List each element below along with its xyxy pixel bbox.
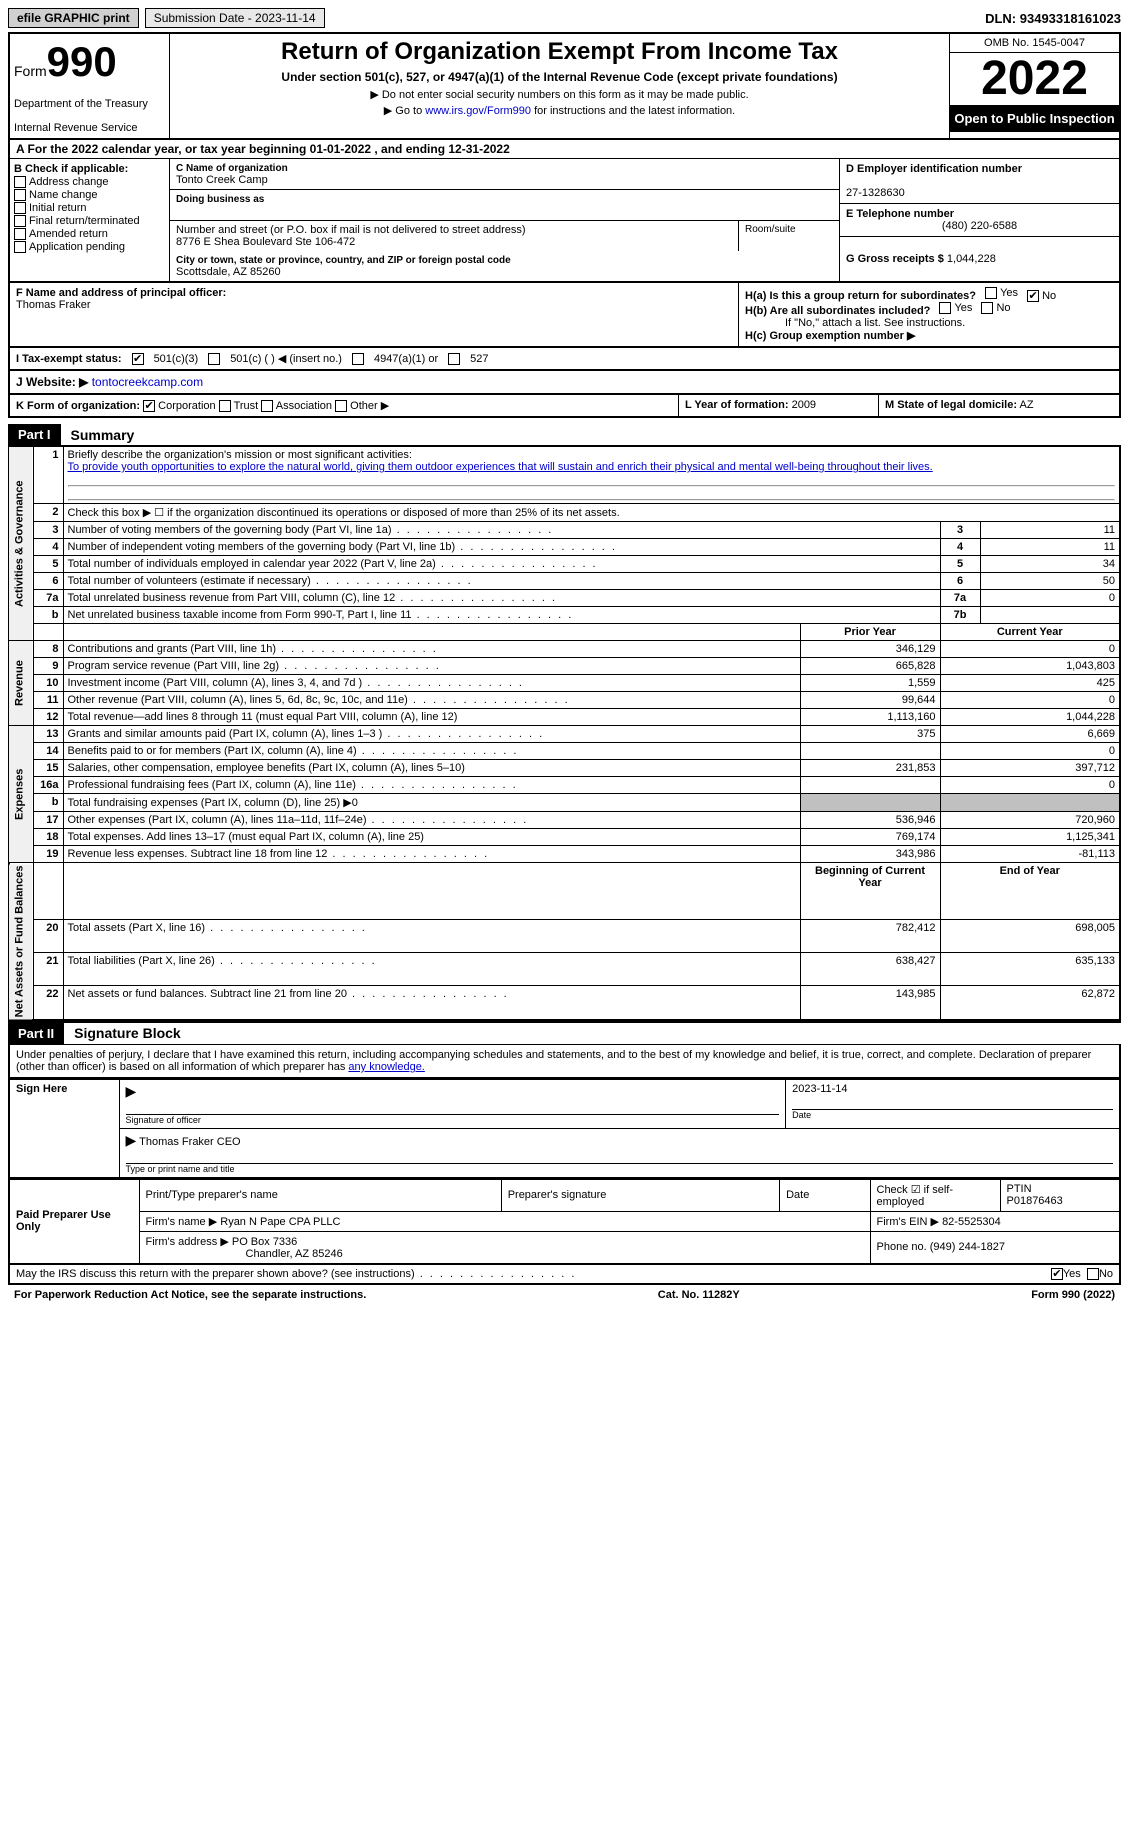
col-b-checkboxes: B Check if applicable: Address change Na… — [10, 159, 170, 281]
form-subtitle: Under section 501(c), 527, or 4947(a)(1)… — [174, 70, 945, 84]
chk-final-return[interactable] — [14, 215, 26, 227]
chk-hb-no[interactable] — [981, 302, 993, 314]
ssn-note: ▶ Do not enter social security numbers o… — [174, 88, 945, 101]
omb-number: OMB No. 1545-0047 — [950, 34, 1119, 53]
sig-date: 2023-11-14 — [792, 1083, 847, 1095]
may-irs-discuss: May the IRS discuss this return with the… — [8, 1265, 1121, 1285]
state-domicile: AZ — [1019, 399, 1033, 411]
topbar: efile GRAPHIC print Submission Date - 20… — [8, 8, 1121, 28]
chk-assoc[interactable] — [261, 400, 273, 412]
firm-name: Ryan N Pape CPA PLLC — [220, 1216, 340, 1228]
firm-addr2: Chandler, AZ 85246 — [146, 1248, 343, 1260]
row-a-calendar-year: A For the 2022 calendar year, or tax yea… — [8, 140, 1121, 159]
chk-527[interactable] — [448, 353, 460, 365]
form-title: Return of Organization Exempt From Incom… — [174, 38, 945, 66]
col-d-ein: D Employer identification number27-13286… — [839, 159, 1119, 281]
org-address: 8776 E Shea Boulevard Ste 106-472 — [176, 236, 355, 248]
tax-year: 2022 — [950, 53, 1119, 105]
row-fgh: F Name and address of principal officer:… — [8, 283, 1121, 348]
sign-here-table: Sign Here ▶Signature of officer 2023-11-… — [8, 1079, 1121, 1179]
chk-other[interactable] — [335, 400, 347, 412]
col-c-org-info: C Name of organizationTonto Creek Camp D… — [170, 159, 839, 281]
dept-treasury: Department of the Treasury — [14, 98, 165, 110]
chk-address-change[interactable] — [14, 176, 26, 188]
efile-button[interactable]: efile GRAPHIC print — [8, 8, 139, 28]
chk-corp[interactable] — [143, 400, 155, 412]
vtab-expenses: Expenses — [9, 726, 33, 863]
chk-501c[interactable] — [208, 353, 220, 365]
open-public: Open to Public Inspection — [950, 105, 1119, 132]
part1-header: Part I Summary — [8, 424, 1121, 446]
irs-link[interactable]: www.irs.gov/Form990 — [425, 105, 531, 117]
signature-intro: Under penalties of perjury, I declare th… — [8, 1045, 1121, 1079]
chk-name-change[interactable] — [14, 189, 26, 201]
part2-header: Part II Signature Block — [8, 1021, 1121, 1045]
section-bcd: B Check if applicable: Address change Na… — [8, 159, 1121, 283]
paid-preparer-table: Paid Preparer Use Only Print/Type prepar… — [8, 1179, 1121, 1265]
chk-ha-no[interactable] — [1027, 290, 1039, 302]
tax-exempt-status: I Tax-exempt status: 501(c)(3) 501(c) ( … — [8, 348, 1121, 371]
officer-name: Thomas Fraker CEO — [139, 1136, 240, 1148]
chk-application-pending[interactable] — [14, 241, 26, 253]
chk-501c3[interactable] — [132, 353, 144, 365]
ein-value: 27-1328630 — [846, 187, 905, 199]
principal-officer: Thomas Fraker — [16, 299, 91, 311]
chk-hb-yes[interactable] — [939, 302, 951, 314]
year-formation: 2009 — [792, 399, 816, 411]
chk-trust[interactable] — [219, 400, 231, 412]
page-footer: For Paperwork Reduction Act Notice, see … — [8, 1285, 1121, 1305]
row-klm: K Form of organization: Corporation Trus… — [8, 395, 1121, 418]
chk-amended-return[interactable] — [14, 228, 26, 240]
website-link[interactable]: tontocreekcamp.com — [92, 375, 203, 389]
goto-note: ▶ Go to www.irs.gov/Form990 for instruct… — [174, 104, 945, 117]
mission-text: To provide youth opportunities to explor… — [68, 461, 933, 473]
vtab-netassets: Net Assets or Fund Balances — [9, 863, 33, 1020]
vtab-revenue: Revenue — [9, 641, 33, 726]
form-header: Form990 Department of the Treasury Inter… — [8, 32, 1121, 140]
vtab-activities: Activities & Governance — [9, 447, 33, 641]
org-city: Scottsdale, AZ 85260 — [176, 266, 281, 278]
ptin-value: P01876463 — [1007, 1195, 1063, 1207]
firm-ein: 82-5525304 — [942, 1216, 1001, 1228]
form-number: Form990 — [14, 38, 165, 86]
org-name: Tonto Creek Camp — [176, 174, 268, 186]
chk-4947[interactable] — [352, 353, 364, 365]
dln: DLN: 93493318161023 — [985, 11, 1121, 26]
chk-discuss-no[interactable] — [1087, 1268, 1099, 1280]
summary-table: Activities & Governance 1 Briefly descri… — [8, 446, 1121, 1021]
chk-ha-yes[interactable] — [985, 287, 997, 299]
irs-label: Internal Revenue Service — [14, 122, 165, 134]
gross-receipts: 1,044,228 — [947, 253, 996, 265]
submission-date: Submission Date - 2023-11-14 — [145, 8, 325, 28]
firm-addr1: PO Box 7336 — [232, 1236, 297, 1248]
chk-initial-return[interactable] — [14, 202, 26, 214]
phone-value: (480) 220-6588 — [846, 220, 1113, 232]
chk-discuss-yes[interactable] — [1051, 1268, 1063, 1280]
website-row: J Website: ▶ tontocreekcamp.com — [8, 371, 1121, 395]
firm-phone: (949) 244-1827 — [930, 1241, 1005, 1253]
